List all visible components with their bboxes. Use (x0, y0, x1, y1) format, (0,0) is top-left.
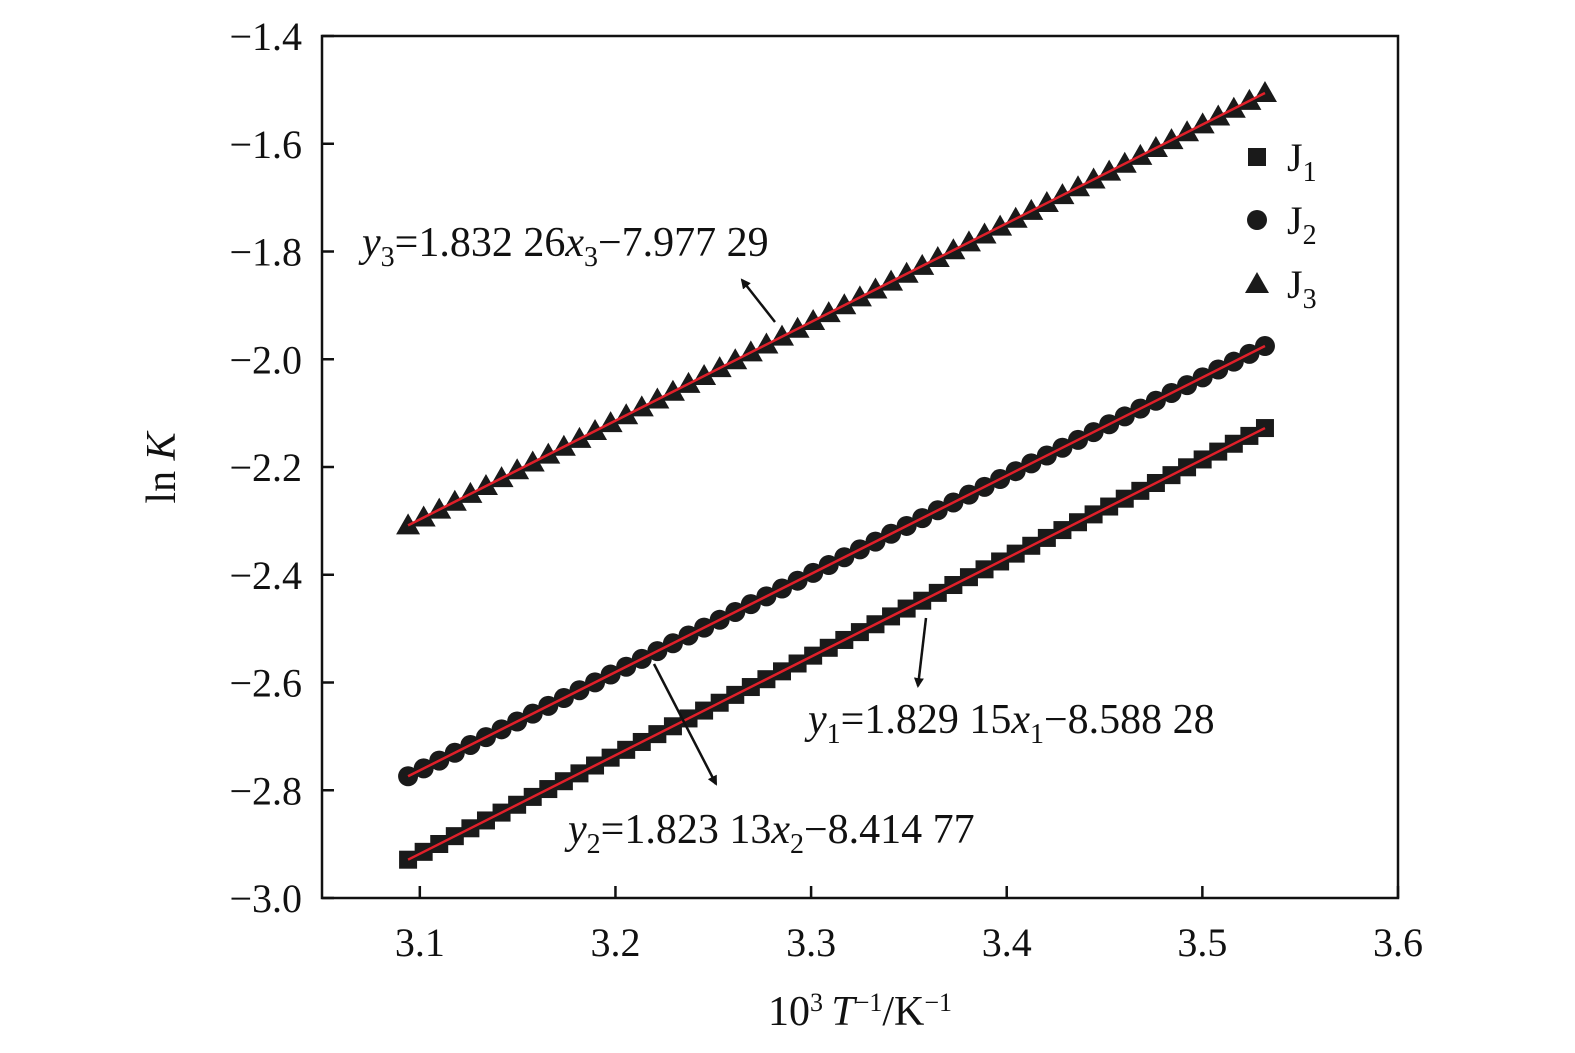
annotation-arrow (913, 617, 928, 688)
ticks-layer: 3.1 3.2 3.3 3.4 3.5 3.6 −3.0 −2.8 −2.6 −2.4 −2.2 −2… (229, 14, 1423, 965)
annotation-arrow (652, 663, 718, 786)
y-tick-label: −2.2 (229, 445, 302, 490)
legend-entry: J3 (1245, 262, 1317, 315)
y-tick-label: −1.6 (229, 122, 302, 167)
legend-marker-square (1248, 148, 1266, 166)
plot-area (320, 34, 1400, 900)
legend-label: J1 (1287, 135, 1317, 188)
fit-line (407, 426, 1266, 861)
y-tick-label: −3.0 (229, 876, 302, 921)
x-tick-label: 3.2 (590, 920, 640, 965)
fit-equation-1: y1=1.829 15x1−8.588 28 (804, 697, 1215, 750)
legend-entry: J1 (1248, 135, 1317, 188)
y-tick-label: −1.8 (229, 230, 302, 275)
fit-line (407, 344, 1266, 778)
y-tick-label: −2.4 (229, 553, 302, 598)
series-square (399, 419, 1274, 869)
series-layer (396, 80, 1277, 869)
legend-marker-circle (1247, 210, 1267, 230)
data-point-triangle (1252, 80, 1277, 102)
legend-marker-triangle (1245, 272, 1269, 293)
annotation-layer: y1=1.829 15x1−8.588 28 y2=1.823 13x2−8.41… (358, 220, 1215, 860)
legend-entry: J2 (1247, 198, 1317, 251)
x-axis-title: 103 T−1/K−1 (768, 988, 952, 1035)
legend: J1 J2 J3 (1245, 135, 1317, 315)
fit-equation-2: y2=1.823 13x2−8.414 77 (564, 807, 975, 860)
y-tick-label: −2.0 (229, 337, 302, 382)
fit-equation-3: y3=1.832 26x3−7.977 29 (358, 220, 769, 273)
y-tick-label: −1.4 (229, 14, 302, 59)
annotation-arrow (740, 278, 776, 323)
x-tick-label: 3.3 (786, 920, 836, 965)
x-tick-label: 3.5 (1177, 920, 1227, 965)
x-tick-label: 3.6 (1373, 920, 1423, 965)
series-circle (398, 336, 1275, 787)
legend-label: J2 (1287, 198, 1317, 251)
fit-line (407, 91, 1266, 527)
plot-frame (320, 34, 1400, 900)
legend-label: J3 (1287, 262, 1317, 315)
series-triangle (396, 80, 1277, 535)
x-tick-label: 3.4 (982, 920, 1032, 965)
y-tick-label: −2.6 (229, 661, 302, 706)
y-axis-title: ln K (139, 430, 185, 503)
y-tick-label: −2.8 (229, 768, 302, 813)
data-point-triangle (396, 513, 421, 535)
x-tick-label: 3.1 (395, 920, 445, 965)
